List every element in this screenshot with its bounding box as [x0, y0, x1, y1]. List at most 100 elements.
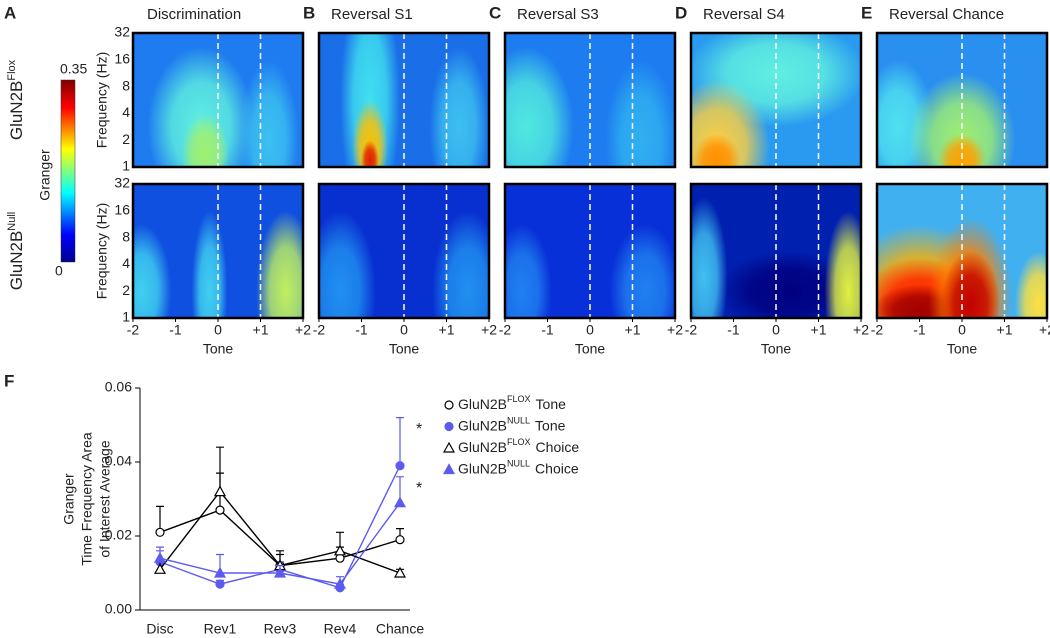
- heatmap-blob: [938, 133, 986, 167]
- panel-title: Reversal Chance: [889, 6, 1004, 23]
- row-label-sup: Flox: [6, 59, 18, 80]
- heatmap-blob: [319, 210, 376, 318]
- legend-sup: FLOX: [507, 394, 531, 404]
- row-label-sup: Null: [6, 212, 18, 231]
- panel-letter: D: [675, 3, 687, 22]
- x-tick-label: -2: [127, 322, 140, 338]
- y-tick-label: 4: [122, 255, 130, 271]
- heatmap-blob: [256, 210, 303, 318]
- y-tick-label: 4: [122, 104, 130, 120]
- series: [153, 463, 456, 589]
- x-tick-label: 0: [400, 322, 408, 338]
- y-axis-label: of Interest Average: [97, 440, 113, 557]
- y-tick-label: 0.06: [105, 379, 132, 395]
- heatmap-blob: [605, 59, 675, 167]
- marker: [444, 421, 454, 432]
- heatmap-blob: [1014, 251, 1047, 318]
- error-bar: [216, 446, 224, 492]
- row-label-base: GluN2B: [7, 231, 26, 291]
- panel-letter: C: [489, 3, 501, 22]
- y-axis-label: Granger: [61, 473, 77, 525]
- marker: [335, 553, 345, 563]
- marker: [213, 485, 227, 497]
- x-tick-label: -1: [355, 322, 368, 338]
- marker: [213, 566, 227, 578]
- x-tick-label: -1: [913, 322, 926, 338]
- marker: [153, 563, 167, 574]
- marker: [393, 496, 407, 508]
- x-axis-label: Tone: [575, 341, 606, 357]
- significance: *: [416, 421, 422, 438]
- x-tick-label: -2: [871, 322, 884, 338]
- heatmap-blob: [908, 73, 1016, 167]
- marker: [215, 505, 225, 515]
- marker: [395, 461, 405, 471]
- y-axis-label: Time Frequency Area: [79, 432, 95, 566]
- legend-name: GluN2B: [458, 417, 507, 433]
- marker: [333, 544, 347, 556]
- panel-title: Reversal S1: [331, 6, 413, 23]
- heatmap-frame: [875, 31, 1049, 169]
- x-axis-label: Tone: [203, 341, 234, 357]
- heatmap-blob: [940, 251, 1001, 318]
- legend-name: GluN2B: [458, 396, 507, 412]
- heatmap-blob: [609, 224, 675, 318]
- x-tick-label: +2: [667, 322, 683, 338]
- x-tick-label: 0: [214, 322, 222, 338]
- legend-name: GluN2B: [458, 460, 507, 476]
- legend-suffix: Choice: [535, 460, 579, 476]
- x-tick-label: +1: [811, 322, 827, 338]
- heatmap-blob: [824, 210, 861, 318]
- heatmap-blob: [432, 210, 489, 318]
- x-axis-label: Tone: [761, 341, 792, 357]
- legend-sup: NULL: [507, 459, 530, 469]
- legend-label: GluN2BFLOX Choice: [458, 437, 579, 454]
- x-tick-label: +2: [1039, 322, 1050, 338]
- legend-suffix: Choice: [536, 439, 580, 455]
- panel-letter: A: [4, 3, 16, 22]
- significance: *: [416, 480, 422, 497]
- x-tick-label: -2: [499, 322, 512, 338]
- heatmap-blob: [692, 133, 741, 167]
- marker: [153, 551, 167, 563]
- colorbar-tick-label: 0: [55, 263, 63, 279]
- y-tick-label: 1: [122, 158, 130, 174]
- colorbar-label: Granger: [37, 149, 53, 201]
- x-tick-label: Rev3: [264, 621, 297, 637]
- heatmap: [319, 33, 489, 167]
- heatmap-blob: [181, 113, 230, 167]
- heatmap-frame: [131, 31, 305, 169]
- x-tick-label: -1: [727, 322, 740, 338]
- x-tick-label: -2: [313, 322, 326, 338]
- y-tick-label: 0.00: [105, 601, 132, 617]
- heatmap: [877, 33, 1047, 167]
- series: [153, 441, 456, 578]
- y-axis-label: Frequency (Hz): [94, 203, 110, 299]
- x-tick-label: -1: [169, 322, 182, 338]
- x-tick-label: +1: [997, 322, 1013, 338]
- x-tick-label: +1: [439, 322, 455, 338]
- colorbar-tick-label: 0.35: [60, 61, 87, 77]
- heatmap-blob: [505, 46, 574, 167]
- heatmap-frame: [689, 31, 863, 169]
- marker: [215, 579, 225, 589]
- y-tick-label: 8: [122, 77, 130, 93]
- x-tick-label: -1: [541, 322, 554, 338]
- panel-title: Discrimination: [147, 6, 241, 23]
- x-tick-label: +1: [253, 322, 269, 338]
- heatmap-blob: [133, 224, 172, 318]
- legend-label: GluN2BFLOX Tone: [458, 394, 566, 411]
- panel-letter: B: [303, 3, 315, 22]
- marker: [273, 566, 287, 578]
- y-tick-label: 0.02: [105, 527, 132, 543]
- panel-title: Reversal S4: [703, 6, 785, 23]
- marker: [393, 566, 407, 578]
- heatmap-blob: [505, 224, 552, 318]
- marker: [155, 527, 165, 537]
- y-tick-label: 16: [114, 51, 130, 67]
- heatmap-blob: [239, 59, 299, 167]
- legend-sup: FLOX: [507, 437, 531, 447]
- marker: [333, 577, 347, 589]
- legend-label: GluN2BNULL Choice: [458, 459, 579, 476]
